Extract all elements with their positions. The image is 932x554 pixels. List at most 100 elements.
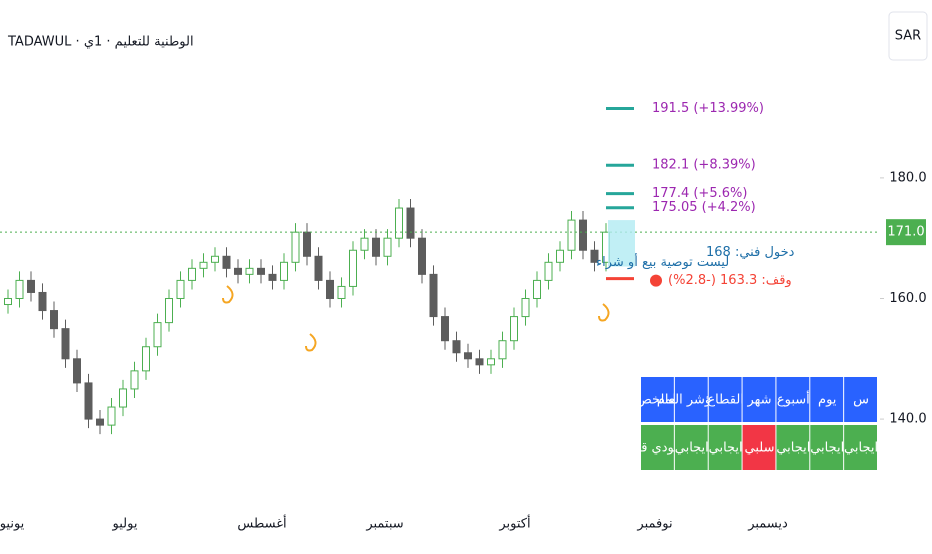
candle-body [314,255,323,281]
table-cell [674,425,708,470]
table-cell [844,425,877,470]
marker-icon [598,303,610,322]
marker-icon [305,333,317,352]
candle-body [211,255,219,263]
candle-body [291,231,300,263]
chart-title: TADAWUL · الوطنية للتعليم · 1ي [7,35,194,50]
table-cell [742,425,776,470]
y-tick-label: 140.0 [889,412,926,427]
stop-label: وقف: 163.3 (-2.8%) [668,273,792,288]
candle-body [579,219,587,251]
table-value: سلبي [745,441,775,456]
candle-body [441,316,449,342]
candle-body [257,267,265,275]
table-header-cell [742,377,776,422]
candle-body [96,418,104,426]
candle-body [107,406,116,426]
candle-body [234,267,242,275]
candle-body [38,291,47,312]
x-tick-label: يوليو [112,517,138,532]
candle-body [487,358,495,366]
candle-body [533,279,541,299]
entry-label: دخول فني: 168 [706,245,795,260]
last-price-box [886,219,926,246]
table-cell [776,425,810,470]
candle-body [372,237,380,257]
candle-body [406,207,415,239]
table-cell [810,425,844,470]
candle-body [119,388,127,408]
candle-body [268,273,277,281]
candle-body [222,255,231,269]
note: ليست توصية بيع أو شراء [596,253,729,270]
table-value: ايجابي [776,441,810,456]
x-tick-label: نوفمبر [636,517,672,532]
table-value: ايجابي [675,441,709,456]
candle-body [418,237,426,275]
candle-body [395,207,403,239]
candle-body [521,297,530,318]
candle-body [475,358,484,366]
table-header: القطاع [707,393,744,408]
y-tick-label: 160.0 [889,291,926,306]
currency: SAR [895,29,921,44]
candle-body [280,261,288,281]
table-header: أسبوع [777,391,810,408]
table-header: الملخص [636,393,680,408]
table-value: ايجابي [844,441,878,456]
target-label: 191.5 (+13.99%) [652,101,764,116]
table-header: س [853,393,869,408]
candle-body [188,267,196,281]
table-value: صعودي قوي [624,441,691,456]
candle-body [544,261,553,281]
candle-body [73,358,81,384]
candle-body [176,279,185,299]
candle-body [27,279,35,293]
table-header-cell [844,377,877,422]
table-header-cell [810,377,844,422]
target-label: 175.05 (+4.2%) [652,200,756,215]
candle-body [142,346,150,372]
candle-body [590,249,599,263]
table-header: يوم [818,393,837,408]
candle-body [337,285,346,299]
candle-body [464,352,472,360]
target-label: 177.4 (+5.6%) [652,186,747,201]
candle-body [510,316,518,342]
entry-zone [608,220,635,267]
candle-body [84,382,93,420]
table-header-cell [776,377,810,422]
table-cell [708,425,742,470]
candle-body [303,231,311,257]
candle-body [245,267,254,275]
x-tick-label: أغسطس [237,515,286,532]
candle-body [383,237,392,257]
candle-body [130,370,139,390]
x-tick-label: أكتوبر [498,515,530,532]
last-price-label: 171.0 [887,225,924,240]
candle-body [452,340,461,354]
candle-body [556,249,564,263]
x-tick-label: سبتمبر [365,517,403,532]
candle-body [15,279,24,299]
table-value: ايجابي [810,441,844,456]
currency-button[interactable] [888,11,928,61]
x-tick-label: يونيو [0,517,25,532]
y-tick-label: 180.0 [889,170,926,185]
table-header: شهر [746,393,771,408]
table-header-cell [708,377,742,422]
target-label: 182.1 (+8.39%) [652,158,756,173]
candle-body [153,322,162,348]
table-value: ايجابي [709,441,743,456]
x-tick-label: ديسمبر [747,517,788,532]
candle-body [360,237,369,251]
candle-body [61,328,70,360]
candle-body [349,249,357,287]
candle-body [50,310,58,330]
candle-body [567,219,576,251]
candle-body [326,279,334,299]
candle-body [429,273,438,318]
marker-icon [222,285,234,304]
candle-body [165,297,173,324]
table-cell [641,425,674,470]
